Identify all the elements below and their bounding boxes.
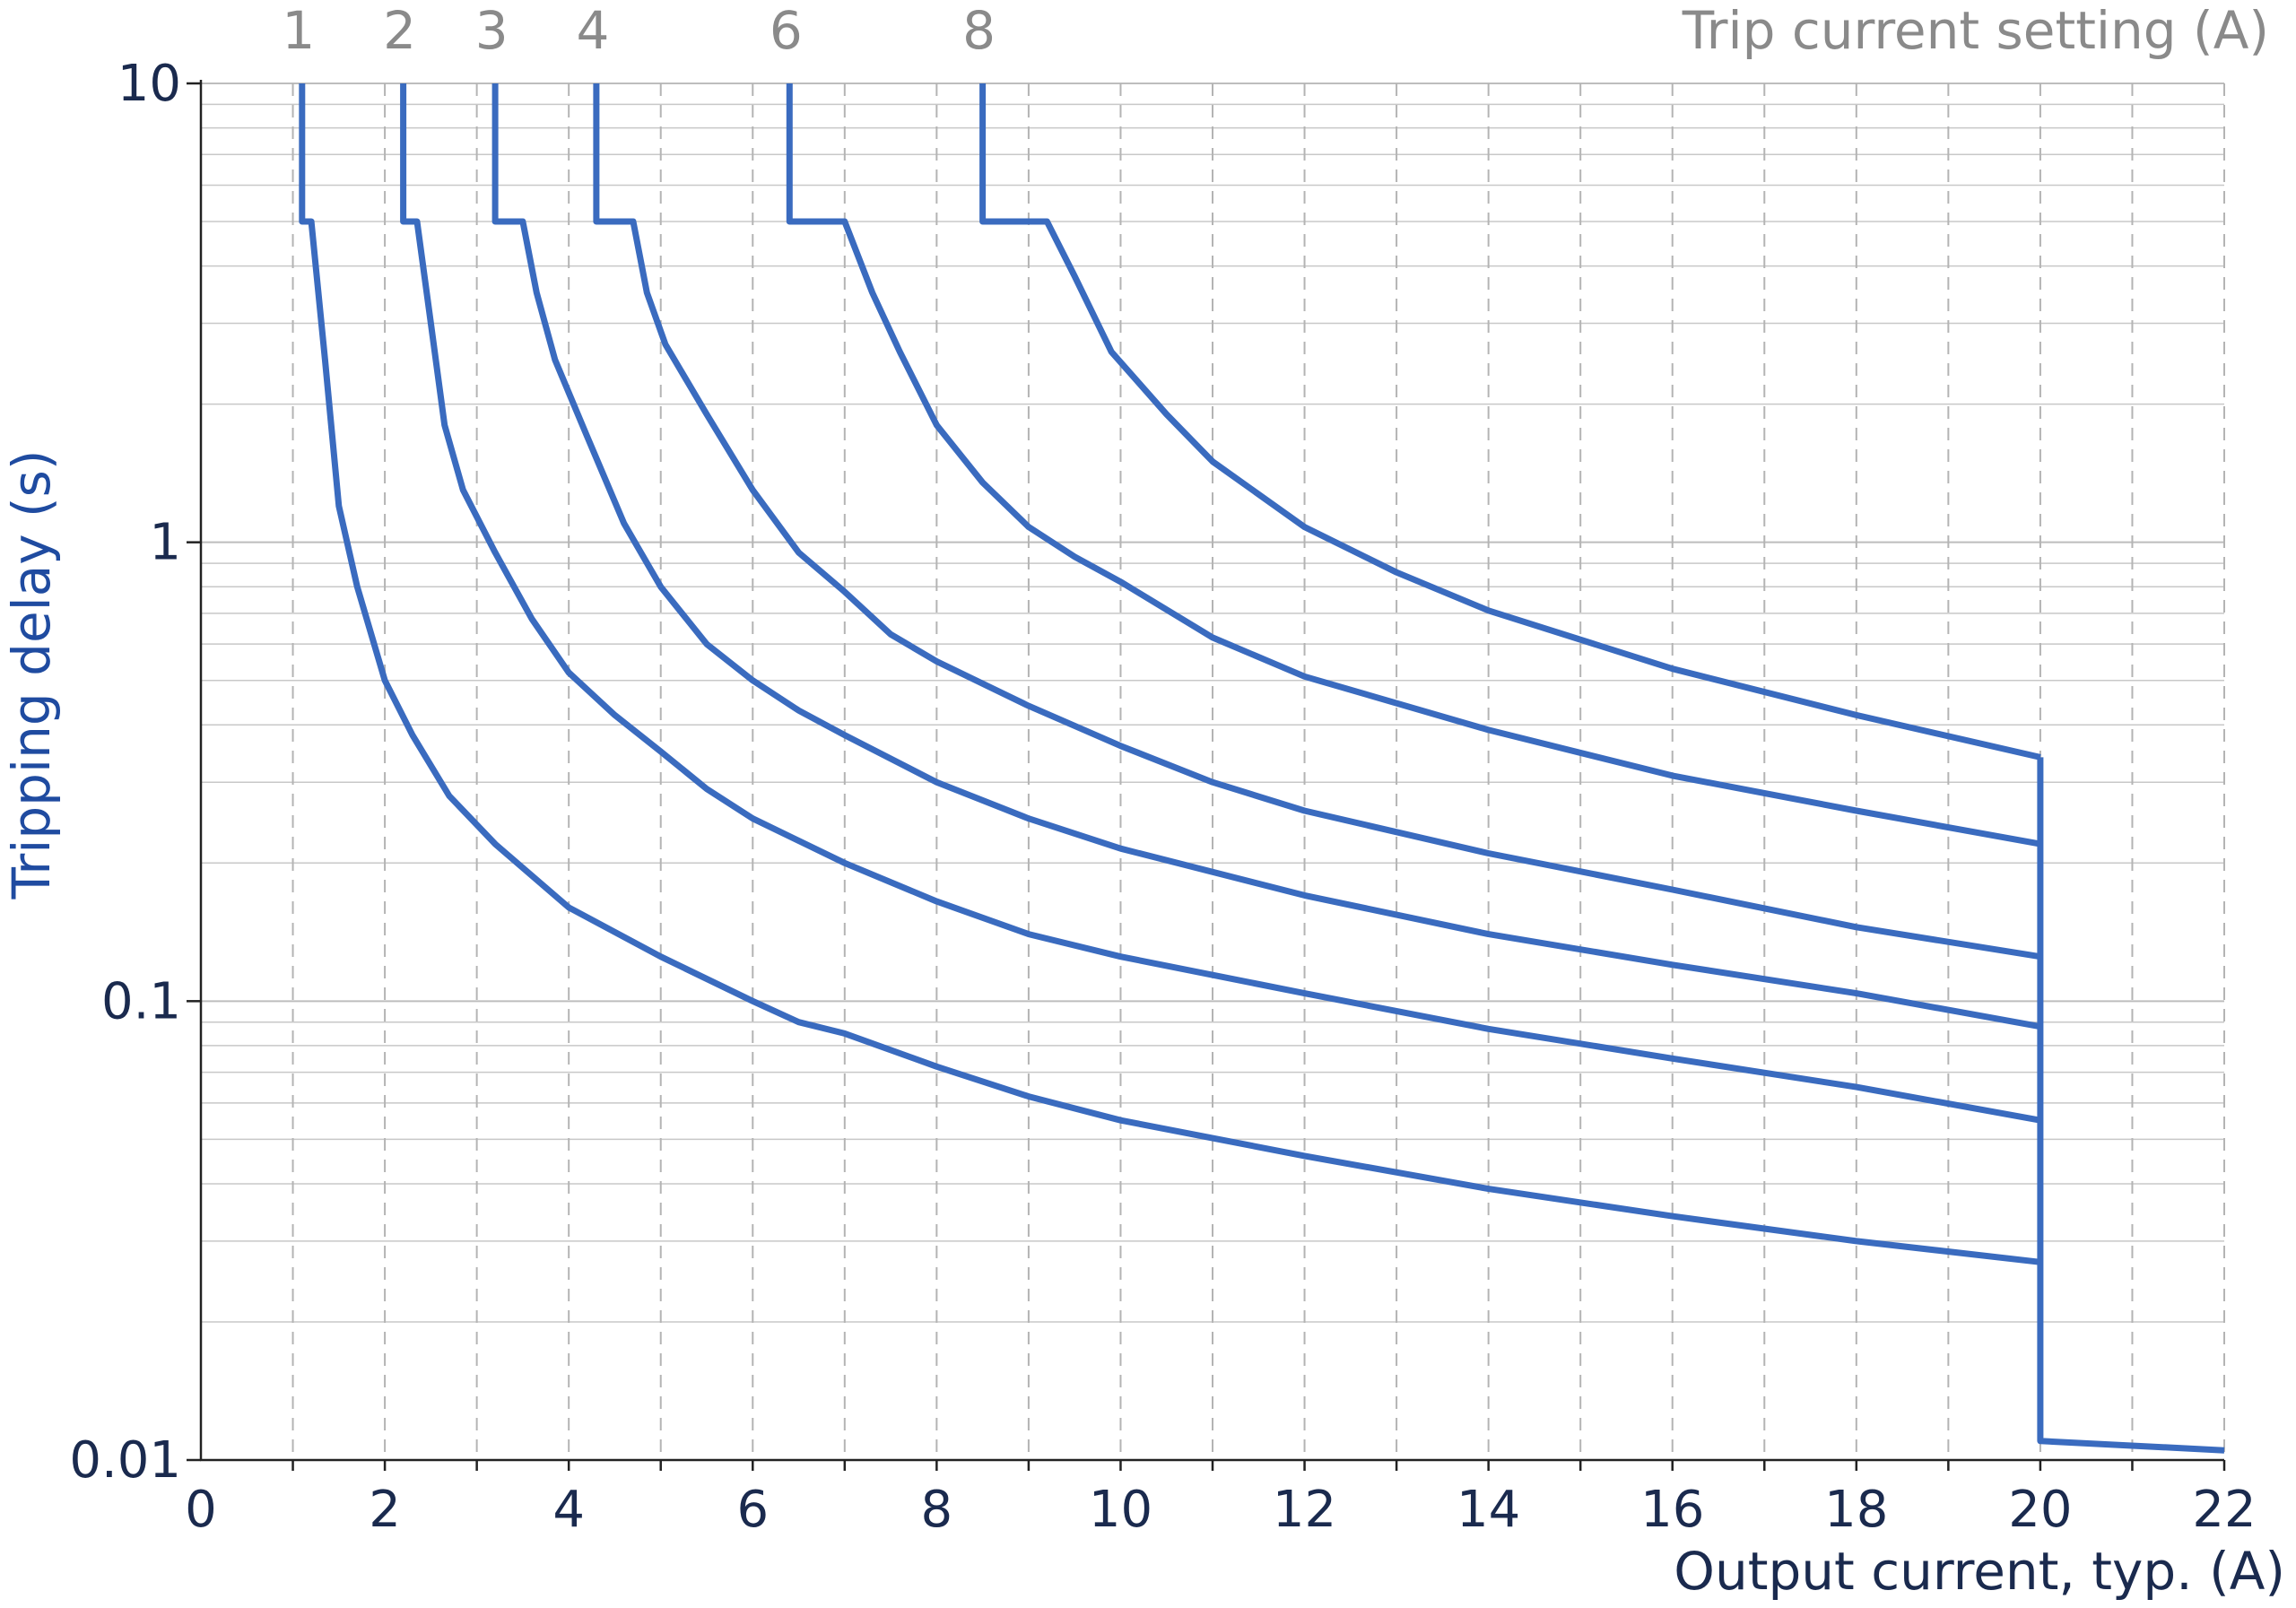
x-tick-label: 6: [736, 1481, 769, 1539]
series-line-6: [786, 83, 2041, 847]
y-tick-label: 0.01: [69, 1431, 181, 1490]
x-tick-label: 4: [552, 1481, 585, 1539]
grid: [201, 83, 2225, 1461]
series-line-1: [299, 83, 2041, 1265]
x-tick-label: 10: [1089, 1481, 1152, 1539]
x-tick-label: 20: [2008, 1481, 2072, 1539]
x-tick-label: 0: [185, 1481, 217, 1539]
series-line-cutoff: [2037, 757, 2225, 1454]
x-tick-label: 8: [921, 1481, 953, 1539]
y-tick-label: 0.1: [101, 972, 181, 1030]
y-tick-label: 10: [117, 55, 181, 113]
top-tick-label: 1: [282, 0, 315, 61]
top-tick-label: 3: [475, 0, 509, 61]
x-tick-label: 22: [2192, 1481, 2256, 1539]
y-tick-label: 1: [149, 514, 181, 572]
top-tick-label: 8: [962, 0, 996, 61]
series-line-3: [491, 83, 2041, 1030]
series-line-4: [593, 83, 2041, 960]
top-axis-label: Trip current setting (A): [1682, 0, 2269, 61]
top-tick-label: 4: [576, 0, 609, 61]
series-lines: [299, 83, 2225, 1454]
x-tick-label: 2: [369, 1481, 401, 1539]
y-axis-label: Tripping delay (s): [1, 449, 62, 900]
x-axis-label: Output current, typ. (A): [1674, 1541, 2285, 1602]
x-tick-label: 16: [1640, 1481, 1704, 1539]
series-line-2: [400, 83, 2041, 1124]
top-tick-label: 6: [770, 0, 803, 61]
x-tick-label: 12: [1273, 1481, 1336, 1539]
series-line-8: [979, 83, 2041, 761]
x-tick-label: 14: [1457, 1481, 1520, 1539]
top-tick-label: 2: [383, 0, 416, 61]
x-tick-label: 18: [1824, 1481, 1888, 1539]
